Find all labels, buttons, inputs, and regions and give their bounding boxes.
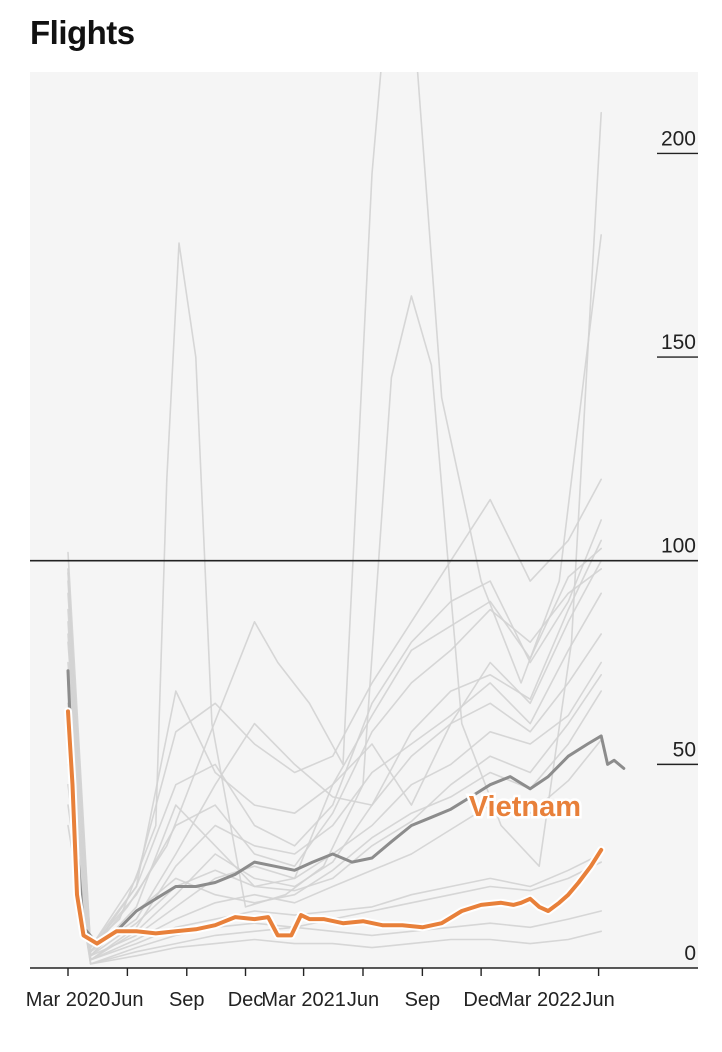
x-tick-label: Jun [347, 989, 379, 1011]
series-lines [64, 72, 626, 965]
series-line-other [67, 519, 602, 953]
y-tick-label: 50 [673, 738, 696, 761]
x-tick-label: Jun [582, 989, 614, 1011]
series-line-other [67, 783, 602, 965]
x-tick-label: Mar 2021 [261, 989, 346, 1011]
series-line-other [67, 478, 602, 949]
y-tick-label: 150 [661, 331, 696, 354]
y-tick-label: 100 [661, 535, 696, 558]
series-line-other [67, 539, 602, 953]
plot-background [30, 72, 698, 968]
chart-title: Flights [30, 14, 135, 51]
x-tick-label: Sep [405, 989, 441, 1011]
series-line-other [67, 743, 602, 961]
series-line-other [67, 568, 602, 949]
series-line-other [67, 661, 602, 957]
series-line-other [67, 592, 602, 961]
x-tick-label: Dec [463, 989, 499, 1011]
y-tick-label: 0 [684, 942, 696, 965]
x-tick-label: Dec [228, 989, 264, 1011]
series-line-vietnam [66, 709, 604, 946]
x-tick-label: Mar 2022 [497, 989, 582, 1011]
series-line-other [67, 547, 602, 949]
series-line-other [67, 633, 602, 957]
x-tick-label: Sep [169, 989, 205, 1011]
series-line-other [67, 824, 602, 965]
series-line-other [67, 633, 602, 961]
y-axis: 0 50 100 150 200 [657, 127, 698, 965]
y-tick-label: 200 [661, 127, 696, 150]
series-label-vietnam: Vietnam [469, 791, 581, 823]
x-tick-label: Jun [111, 989, 143, 1011]
x-tick-label: Mar 2020 [26, 989, 111, 1011]
series-line-other [67, 72, 602, 953]
series-line-average [66, 669, 626, 946]
